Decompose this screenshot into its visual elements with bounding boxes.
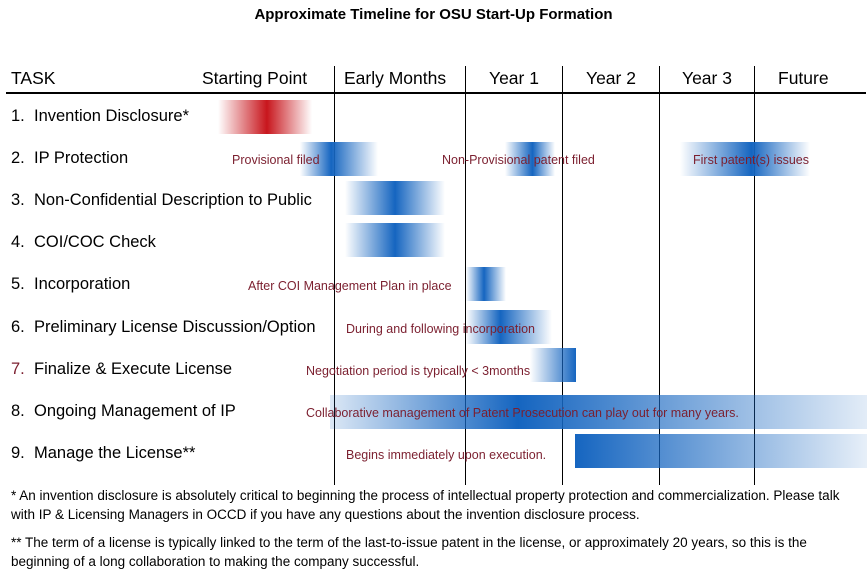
annotation-first-patent: First patent(s) issues: [693, 153, 810, 167]
task-label: Non-Confidential Description to Public: [34, 191, 312, 209]
bar-first-patent: [680, 142, 810, 176]
task-number: 3.: [11, 191, 25, 209]
bar-preliminary-license: [466, 310, 552, 344]
task-label: Manage the License**: [34, 444, 196, 462]
task-row-9: 9. Manage the License**: [11, 444, 195, 463]
task-number: 9.: [11, 444, 25, 462]
header-year-3: Year 3: [682, 68, 732, 88]
task-number: 5.: [11, 275, 25, 293]
task-label: Invention Disclosure*: [34, 107, 189, 125]
header-year-1: Year 1: [489, 68, 539, 88]
task-number: 2.: [11, 149, 25, 167]
task-label: Preliminary License Discussion/Option: [34, 318, 316, 336]
task-label: Incorporation: [34, 275, 131, 293]
divider-year-3: [659, 66, 660, 485]
task-row-6: 6. Preliminary License Discussion/Option: [11, 318, 316, 337]
divider-year-1: [465, 66, 466, 485]
task-label: IP Protection: [34, 149, 129, 167]
task-label: Finalize & Execute License: [34, 360, 233, 378]
annotation-ongoing: Collaborative management of Patent Prose…: [306, 406, 739, 420]
annotation-nonprovisional: Non-Provisional patent filed: [442, 153, 595, 167]
diagram-title: Approximate Timeline for OSU Start-Up Fo…: [254, 6, 613, 23]
task-row-3: 3. Non-Confidential Description to Public: [11, 191, 312, 210]
task-number: 7.: [11, 360, 25, 378]
task-row-5: 5. Incorporation: [11, 275, 130, 294]
footnote-license-term: ** The term of a license is typically li…: [11, 535, 807, 569]
footnote-invention-disclosure: * An invention disclosure is absolutely …: [11, 488, 840, 522]
bar-invention-disclosure: [218, 100, 312, 134]
bar-coi-check: [345, 223, 445, 257]
header-future: Future: [778, 68, 829, 88]
task-number: 6.: [11, 318, 25, 336]
divider-future: [754, 66, 755, 485]
bar-manage-license: [575, 434, 867, 468]
divider-early-months: [334, 66, 335, 485]
header-starting-point: Starting Point: [202, 68, 308, 88]
annotation-manage: Begins immediately upon execution.: [346, 448, 547, 462]
header-task: TASK: [11, 68, 56, 88]
bar-non-confidential: [345, 181, 445, 215]
annotation-provisional: Provisional filed: [232, 153, 320, 167]
bar-provisional: [300, 142, 378, 176]
annotation-finalize: Negotiation period is typically < 3month…: [306, 364, 531, 378]
divider-year-2: [562, 66, 563, 485]
bar-nonprovisional: [505, 142, 555, 176]
annotation-incorporation: After COI Management Plan in place: [248, 279, 452, 293]
task-row-8: 8. Ongoing Management of IP: [11, 402, 236, 421]
bar-incorporation: [466, 267, 506, 301]
task-row-2: 2. IP Protection: [11, 149, 128, 168]
bar-ongoing-management: [330, 395, 867, 429]
bar-finalize-license: [530, 348, 576, 382]
annotation-preliminary: During and following incorporation: [346, 322, 536, 336]
task-number: 1.: [11, 107, 25, 125]
task-row-7: 7. Finalize & Execute License: [11, 360, 232, 379]
task-row-1: 1. Invention Disclosure*: [11, 107, 189, 126]
task-number: 8.: [11, 402, 25, 420]
header-year-2: Year 2: [586, 68, 636, 88]
task-label: Ongoing Management of IP: [34, 402, 236, 420]
header-divider: [6, 92, 866, 94]
header-early-months: Early Months: [344, 68, 447, 88]
task-row-4: 4. COI/COC Check: [11, 233, 156, 252]
task-label: COI/COC Check: [34, 233, 156, 251]
task-number: 4.: [11, 233, 25, 251]
